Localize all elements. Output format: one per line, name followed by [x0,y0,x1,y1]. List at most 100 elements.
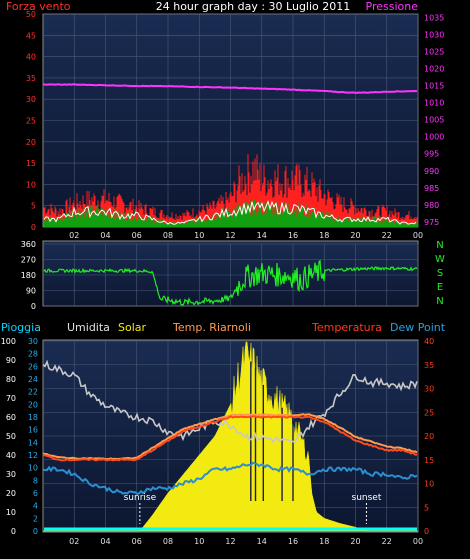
weather-x-tick-label: 20 [350,537,360,546]
solar-tick-label: 26 [28,362,38,371]
wind-tick-label: 45 [26,31,36,40]
weather-x-tick-label: 12 [225,537,235,546]
temperature-tick-label: 20 [424,432,434,441]
wind-x-tick-label: 00 [413,231,423,240]
weather-x-tick-label: 18 [319,537,329,546]
weather-x-tick-label: 08 [163,537,173,546]
solar-tick-label: 10 [28,464,38,473]
humidity-tick-label: 10 [6,508,16,517]
compass-label: N [436,296,443,307]
humidity-tick-label: 40 [6,451,16,460]
solar-tick-label: 6 [33,489,38,498]
series-layer [42,83,418,532]
temperature-tick-label: 30 [424,385,434,394]
axis-text-layer: 0510152025303540455097598098599099510001… [1,10,445,546]
solar-tick-label: 22 [28,388,38,397]
wind-x-tick-label: 22 [382,231,392,240]
solar-tick-label: 16 [28,426,38,435]
legend-temp-riarnoli: Temp. Riarnoli [172,321,251,334]
weather-x-tick-label: 16 [288,537,298,546]
legend-pioggia: Pioggia [1,321,41,334]
wind-tick-label: 0 [31,223,36,232]
solar-tick-label: 24 [28,375,38,384]
direction-tick-label: 360 [21,240,36,249]
direction-tick-label: 180 [21,271,36,280]
humidity-tick-label: 20 [6,489,16,498]
pressure-tick-label: 975 [424,218,439,227]
legend-solar: Solar [118,321,147,334]
pressure-tick-label: 990 [424,167,439,176]
solar-tick-label: 28 [28,350,38,359]
humidity-tick-label: 0 [11,527,16,536]
wind-x-tick-label: 12 [225,231,235,240]
chart-title: 24 hour graph day : 30 Luglio 2011 [156,0,351,13]
temperature-tick-label: 25 [424,408,434,417]
legend-umidita: Umidita [67,321,110,334]
pressure-tick-label: 985 [424,184,439,193]
humidity-tick-label: 100 [1,337,16,346]
pressure-line [42,83,418,94]
temperature-tick-label: 40 [424,337,434,346]
solar-tick-label: 8 [33,476,38,485]
weather-x-tick-label: 14 [257,537,267,546]
wind-x-tick-label: 10 [194,231,204,240]
compass-label: W [435,254,445,265]
weather-x-tick-label: 06 [132,537,142,546]
solar-tick-label: 18 [28,413,38,422]
temperature-tick-label: 0 [424,527,429,536]
wind-x-tick-label: 04 [100,231,110,240]
pressure-tick-label: 1035 [424,13,444,22]
wind-x-tick-label: 08 [163,231,173,240]
pressure-tick-label: 1005 [424,116,444,125]
pressure-tick-label: 980 [424,201,439,210]
wind-tick-label: 50 [26,10,36,19]
wind-tick-label: 20 [26,138,36,147]
wind-tick-label: 25 [26,117,36,126]
wind-x-tick-label: 20 [350,231,360,240]
solar-tick-label: 14 [28,438,38,447]
pressure-tick-label: 1015 [424,82,444,91]
temperature-line [42,415,418,462]
humidity-tick-label: 50 [6,432,16,441]
direction-tick-label: 90 [26,287,36,296]
wind-x-tick-label: 06 [132,231,142,240]
wind-x-tick-label: 16 [288,231,298,240]
wind-x-tick-label: 14 [257,231,267,240]
wind-tick-label: 5 [31,202,36,211]
weather-x-tick-label: 04 [100,537,110,546]
temperature-tick-label: 35 [424,361,434,370]
direction-tick-label: 270 [21,256,36,265]
wind-direction-line [43,259,418,306]
pressure-tick-label: 1025 [424,47,444,56]
wind-tick-label: 10 [26,180,36,189]
legend-dew-point: Dew Point [390,321,446,334]
wind-tick-label: 35 [26,74,36,83]
weather-x-tick-label: 10 [194,537,204,546]
humidity-tick-label: 80 [6,375,16,384]
solar-tick-label: 12 [28,451,38,460]
temperature-tick-label: 15 [424,456,434,465]
wind-tick-label: 40 [26,53,36,62]
solar-tick-label: 2 [33,514,38,523]
compass-label: S [437,268,443,279]
humidity-tick-label: 90 [6,356,16,365]
pressure-tick-label: 1020 [424,65,444,74]
wind-tick-label: 30 [26,95,36,104]
humidity-tick-label: 60 [6,413,16,422]
solar-tick-label: 30 [28,337,38,346]
wind-axis-label: Forza vento [6,0,71,13]
wind-tick-label: 15 [26,159,36,168]
compass-label: E [437,282,443,293]
sunrise-label: sunrise [124,493,157,503]
pressure-tick-label: 1030 [424,30,444,39]
solar-tick-label: 20 [28,400,38,409]
solar-tick-label: 4 [33,502,38,511]
direction-tick-label: 0 [31,302,36,311]
compass-label: N [436,240,443,251]
pressure-axis-label: Pressione [366,0,419,13]
weather-x-tick-label: 02 [69,537,79,546]
pressure-tick-label: 995 [424,150,439,159]
wind-speed-line [43,199,417,225]
